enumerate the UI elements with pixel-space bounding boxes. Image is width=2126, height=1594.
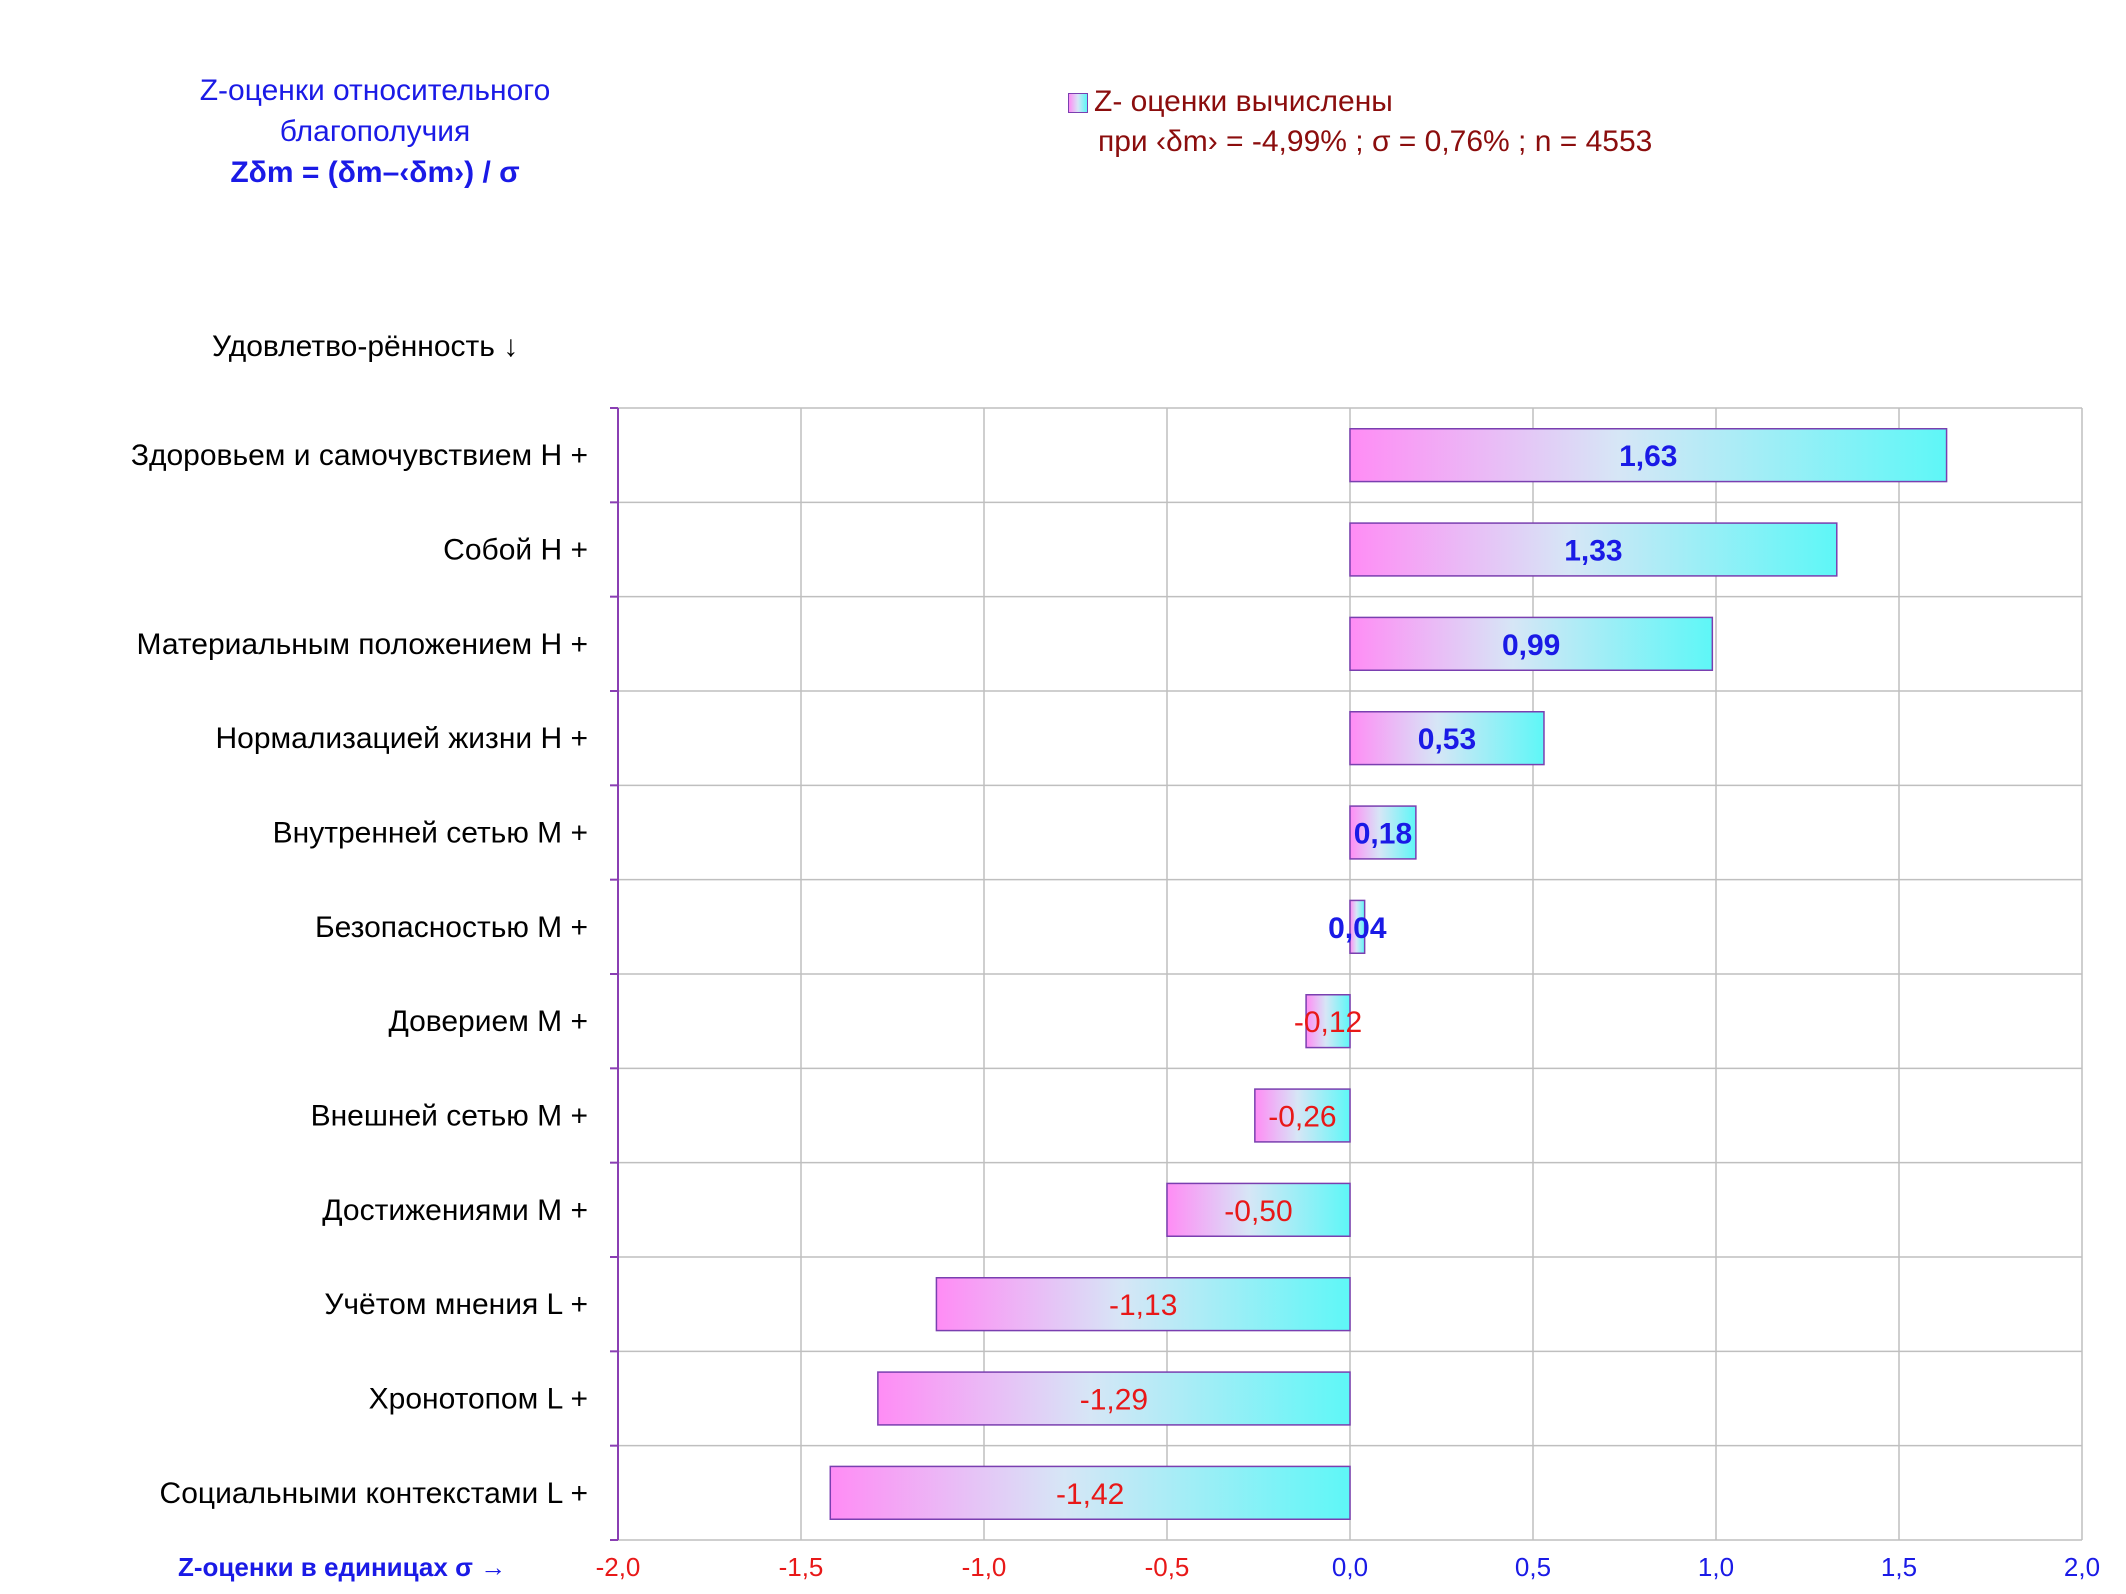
bar bbox=[1349, 711, 1545, 766]
data-label: 0,53 bbox=[1418, 723, 1476, 756]
legend-label: Z- оценки вычислены bbox=[1094, 85, 1393, 118]
data-label: -1,13 bbox=[1109, 1289, 1177, 1322]
tick-label: -1,0 bbox=[962, 1552, 1007, 1582]
value-axis-title: Z-оценки в единицах σ → bbox=[178, 1552, 507, 1582]
category-label: Здоровьем и самочувствием H + bbox=[131, 439, 588, 472]
data-label: -0,26 bbox=[1268, 1101, 1336, 1134]
category-label: Безопасностью M + bbox=[315, 911, 588, 944]
tick-label: 0,5 bbox=[1515, 1552, 1551, 1582]
category-label: Учётом мнения L + bbox=[324, 1288, 588, 1321]
tick-label: -0,5 bbox=[1145, 1552, 1190, 1582]
data-label: -1,29 bbox=[1080, 1384, 1148, 1417]
legend-params: при ‹δm› = -4,99% ; σ = 0,76% ; n = 4553 bbox=[1098, 125, 1653, 158]
tick-label: 1,5 bbox=[1881, 1552, 1917, 1582]
legend-swatch bbox=[1068, 93, 1088, 114]
chart-title: Z-оценки относительного благополучия Zδm… bbox=[140, 70, 610, 193]
data-label: -1,42 bbox=[1056, 1478, 1124, 1511]
data-label: -0,12 bbox=[1294, 1006, 1362, 1039]
data-labels: 1,63 1,33 0,99 0,53 0,18 0,04 -0,12 -0,26 -0,50 -… bbox=[1056, 440, 1678, 1511]
data-label: -0,50 bbox=[1224, 1195, 1292, 1228]
tick-labels: -2,0 -1,5 -1,0 -0,5 0,0 0,5 1,0 1,5 2,0 bbox=[596, 1552, 2100, 1582]
bar bbox=[1166, 1182, 1351, 1237]
bar bbox=[935, 1277, 1351, 1332]
title-formula: Zδm = (δm–‹δm›) / σ bbox=[230, 156, 520, 189]
bar bbox=[1349, 899, 1366, 954]
category-label: Внешней сетью M + bbox=[311, 1100, 588, 1133]
gridlines bbox=[610, 407, 2083, 1541]
bar bbox=[1349, 522, 1838, 577]
bar bbox=[877, 1371, 1351, 1426]
category-label: Доверием M + bbox=[388, 1005, 588, 1038]
category-labels: Здоровьем и самочувствием H + Собой H + Ма… bbox=[131, 439, 588, 1510]
data-label: 1,63 bbox=[1619, 440, 1677, 473]
bar bbox=[1349, 616, 1714, 671]
bar bbox=[1254, 1088, 1351, 1143]
legend: Z- оценки вычислены при ‹δm› = -4,99% ; … bbox=[1068, 82, 1652, 162]
data-label: 0,18 bbox=[1354, 818, 1412, 851]
bars bbox=[829, 428, 1948, 1520]
category-label: Достижениями M + bbox=[322, 1194, 588, 1227]
title-line-1: Z-оценки относительного bbox=[199, 74, 551, 107]
bar bbox=[1349, 428, 1948, 483]
data-label: 0,99 bbox=[1502, 629, 1560, 662]
category-axis-title: Удовлетво-рённость ↓ bbox=[212, 330, 519, 363]
bar bbox=[829, 1465, 1351, 1520]
category-label: Хронотопом L + bbox=[369, 1383, 588, 1416]
data-label: 1,33 bbox=[1564, 535, 1622, 568]
data-label: 0,04 bbox=[1328, 912, 1387, 945]
title-line-2: благополучия bbox=[279, 115, 471, 148]
category-label: Социальными контекстами L + bbox=[160, 1477, 588, 1510]
tick-label: 0,0 bbox=[1332, 1552, 1368, 1582]
category-label: Материальным положением H + bbox=[137, 628, 589, 661]
bar bbox=[1349, 805, 1417, 860]
category-label: Собой H + bbox=[443, 534, 588, 567]
category-label: Внутренней сетью M + bbox=[273, 817, 588, 850]
tick-label: -1,5 bbox=[779, 1552, 824, 1582]
tick-label: 1,0 bbox=[1698, 1552, 1734, 1582]
tick-label: -2,0 bbox=[596, 1552, 641, 1582]
category-label: Нормализацией жизни H + bbox=[215, 722, 588, 755]
bar bbox=[1305, 994, 1351, 1049]
tick-label: 2,0 bbox=[2064, 1552, 2100, 1582]
